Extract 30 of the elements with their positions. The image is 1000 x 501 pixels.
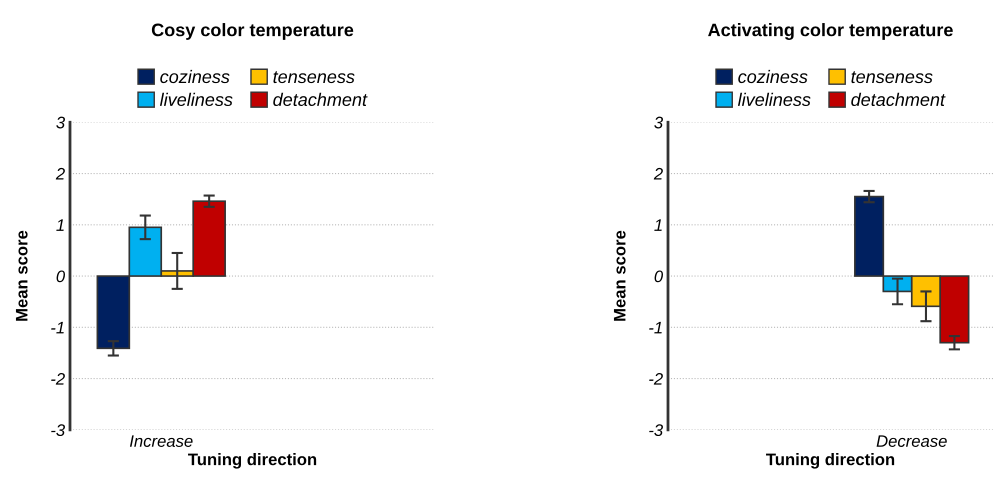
y-tick-label: -2	[649, 372, 663, 385]
y-tick-label: 3	[654, 116, 663, 128]
y-tick-label: 0	[654, 270, 663, 282]
y-axis-title: Mean score	[16, 230, 28, 321]
legend-label: liveliness	[738, 92, 811, 106]
chart-title: Activating color temperature	[708, 23, 953, 40]
legend-label: tenseness	[273, 71, 355, 84]
x-axis-title: Tuning direction	[188, 453, 316, 469]
y-tick-label: 2	[56, 168, 65, 180]
legend-label: coziness	[160, 70, 230, 84]
x-axis-title: Tuning direction	[766, 453, 894, 469]
y-axis-title: Mean score	[614, 230, 626, 321]
legend-label: coziness	[738, 70, 808, 84]
x-tick-label: Increase	[130, 435, 193, 447]
y-tick-label: 1	[654, 219, 662, 231]
chart-title: Cosy color temperature	[152, 23, 354, 40]
legend-label: detachment	[273, 92, 368, 106]
y-tick-label: -3	[649, 424, 663, 436]
legend-label: tenseness	[851, 71, 933, 84]
y-tick-label: 0	[56, 270, 65, 282]
y-tick-label: 3	[56, 116, 65, 128]
legend-label: liveliness	[160, 92, 233, 106]
y-tick-label: -1	[649, 322, 662, 334]
y-tick-label: -3	[51, 424, 65, 436]
x-tick-label: Decrease	[876, 435, 947, 447]
y-tick-label: -2	[51, 372, 65, 385]
y-tick-label: 1	[56, 219, 64, 231]
legend-label: detachment	[851, 92, 946, 106]
y-tick-label: 2	[654, 168, 663, 180]
y-tick-label: -1	[51, 322, 64, 334]
